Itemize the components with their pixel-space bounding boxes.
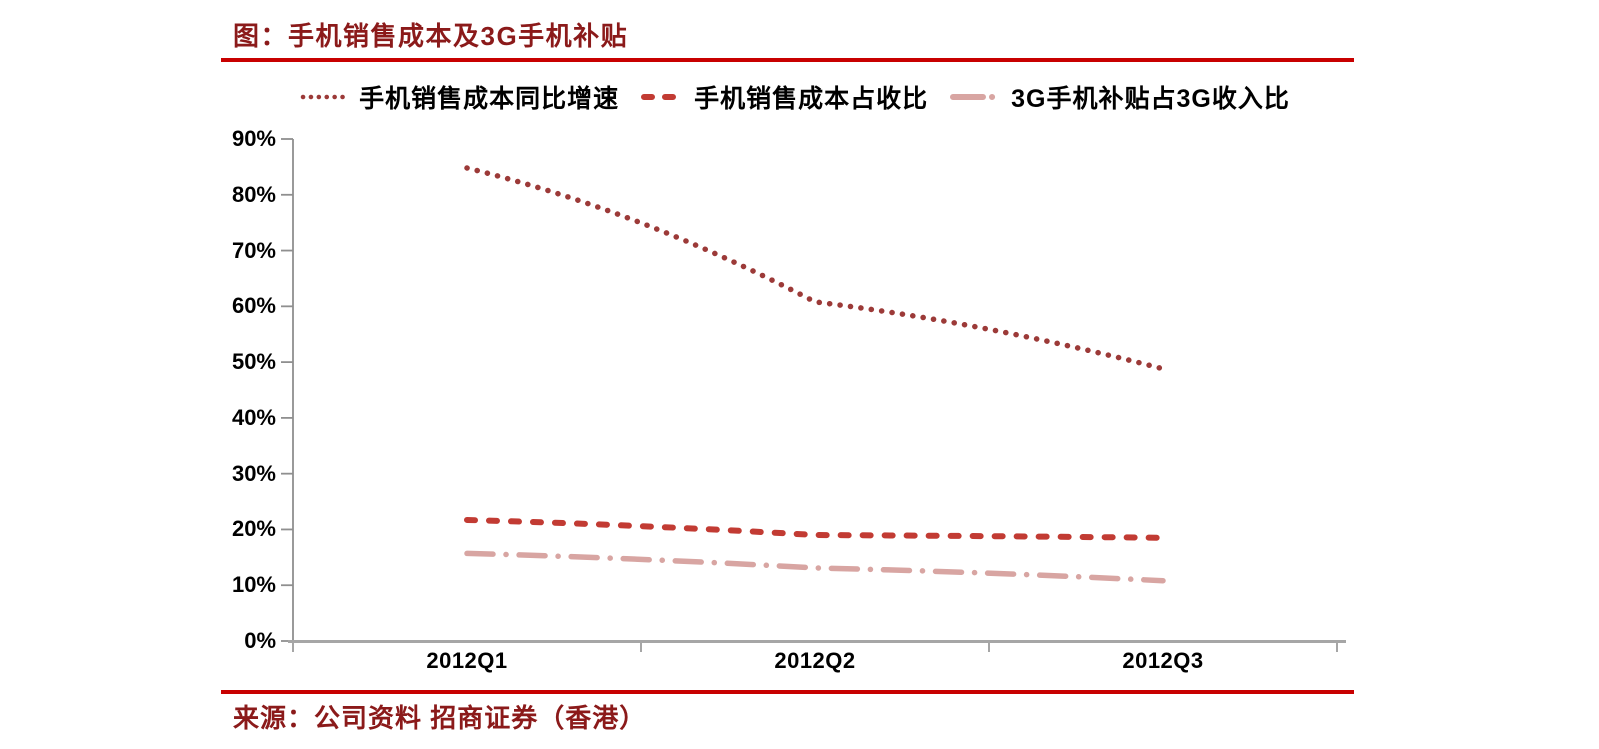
title-rule (221, 58, 1354, 62)
x-axis-label: 2012Q1 (426, 648, 508, 673)
y-axis-label: 20% (231, 516, 276, 542)
legend-label: 3G手机补贴占3G收入比 (1011, 85, 1290, 113)
series-dash-dot-line (464, 550, 1166, 584)
footer-rule (221, 690, 1354, 694)
y-axis-label: 40% (231, 404, 276, 430)
legend-label: 手机销售成本占收比 (694, 85, 929, 113)
y-axis-label: 30% (231, 460, 276, 486)
legend-dotted-line-icon (300, 94, 350, 100)
y-axis-label: 70% (231, 237, 276, 263)
legend-item: 手机销售成本占收比 (641, 79, 928, 115)
x-axis-label: 2012Q2 (774, 648, 856, 673)
legend-item: 手机销售成本同比增速 (300, 79, 619, 115)
legend-dashed-line-icon (641, 94, 686, 100)
axes (281, 138, 1346, 652)
y-axis-label: 60% (231, 293, 276, 319)
legend: 手机销售成本同比增速 手机销售成本占收比 3G手机补贴占3G收入比 (240, 80, 1350, 114)
y-axis-label: 50% (231, 349, 276, 375)
source-text: 来源：公司资料 招商证券（香港） (233, 703, 647, 733)
y-axis-label: 10% (231, 572, 276, 598)
y-axis-label: 0% (244, 628, 276, 653)
series-dotted-line (464, 165, 1166, 372)
legend-label: 手机销售成本同比增速 (359, 85, 620, 113)
legend-dash-dot-line-icon (950, 94, 1003, 100)
y-axis-label: 90% (231, 126, 276, 151)
legend-item: 3G手机补贴占3G收入比 (950, 79, 1290, 115)
y-axis-label: 80% (231, 181, 276, 207)
chart-title: 图：手机销售成本及3G手机补贴 (233, 21, 629, 51)
series-dashed-line (464, 516, 1166, 541)
series-lines (464, 165, 1166, 584)
x-axis-label: 2012Q3 (1122, 648, 1204, 673)
